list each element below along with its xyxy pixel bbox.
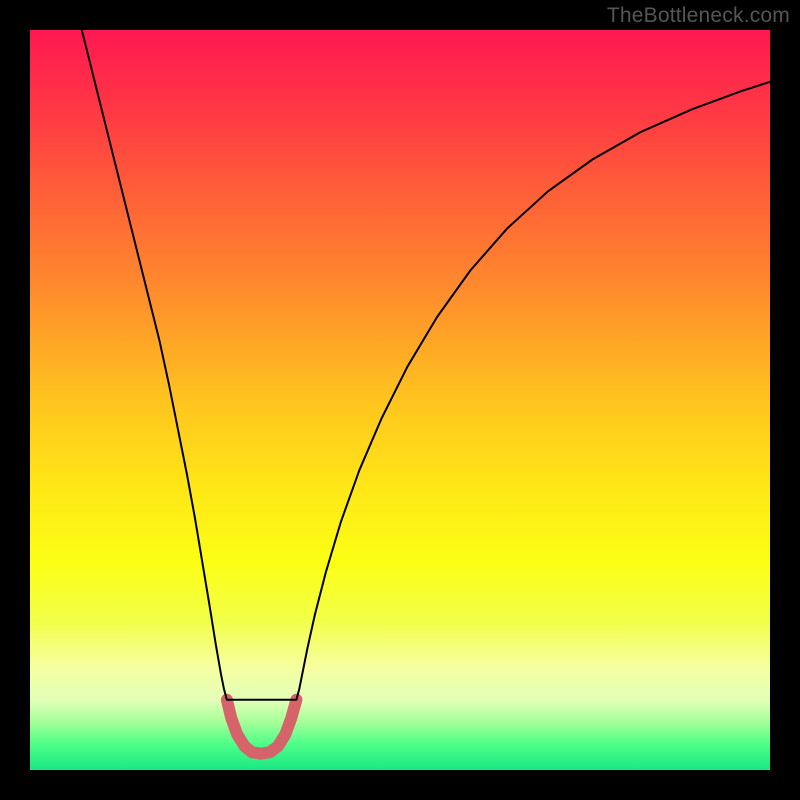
- watermark-text: TheBottleneck.com: [607, 4, 790, 28]
- chart-svg: [30, 30, 770, 770]
- chart-frame: TheBottleneck.com: [0, 0, 800, 800]
- plot-area: [30, 30, 770, 770]
